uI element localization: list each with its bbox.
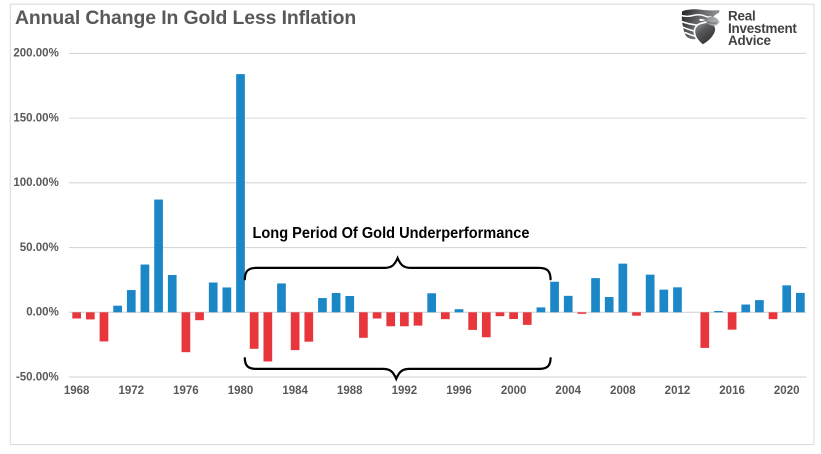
svg-text:200.00%: 200.00% bbox=[13, 48, 58, 60]
svg-text:1984: 1984 bbox=[282, 385, 308, 397]
svg-text:1972: 1972 bbox=[118, 385, 144, 397]
svg-text:1992: 1992 bbox=[392, 385, 418, 397]
svg-text:Advice: Advice bbox=[728, 33, 771, 48]
svg-text:150.00%: 150.00% bbox=[13, 112, 58, 124]
svg-text:2016: 2016 bbox=[719, 385, 745, 397]
svg-text:Investment: Investment bbox=[728, 21, 797, 36]
svg-text:0.00%: 0.00% bbox=[26, 307, 59, 319]
svg-text:50.00%: 50.00% bbox=[20, 242, 59, 254]
svg-text:2008: 2008 bbox=[610, 385, 636, 397]
svg-text:1980: 1980 bbox=[228, 385, 254, 397]
svg-text:1988: 1988 bbox=[337, 385, 363, 397]
svg-text:Long Period Of Gold Underperfo: Long Period Of Gold Underperformance bbox=[253, 225, 530, 242]
svg-text:Annual Change In Gold Less Inf: Annual Change In Gold Less Inflation bbox=[15, 7, 356, 29]
svg-text:2020: 2020 bbox=[774, 385, 800, 397]
svg-text:2004: 2004 bbox=[555, 385, 581, 397]
svg-text:-50.00%: -50.00% bbox=[16, 371, 59, 383]
svg-text:100.00%: 100.00% bbox=[13, 177, 58, 189]
svg-text:1976: 1976 bbox=[173, 385, 199, 397]
svg-text:2000: 2000 bbox=[501, 385, 527, 397]
svg-text:2012: 2012 bbox=[665, 385, 691, 397]
svg-text:Real: Real bbox=[728, 9, 756, 24]
svg-text:1968: 1968 bbox=[64, 385, 90, 397]
svg-text:1996: 1996 bbox=[446, 385, 472, 397]
